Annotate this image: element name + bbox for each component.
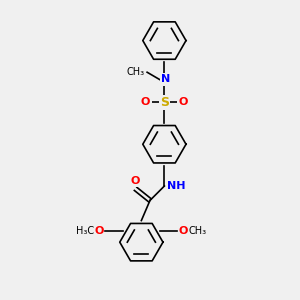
Text: O: O xyxy=(141,98,150,107)
Text: O: O xyxy=(178,98,188,107)
Text: N: N xyxy=(161,74,170,84)
Text: CH₃: CH₃ xyxy=(189,226,207,236)
Text: CH₃: CH₃ xyxy=(126,67,144,77)
Text: NH: NH xyxy=(167,181,186,191)
Text: O: O xyxy=(94,226,104,236)
Text: S: S xyxy=(160,96,169,109)
Text: O: O xyxy=(131,176,140,186)
Text: O: O xyxy=(179,226,188,236)
Text: H₃C: H₃C xyxy=(76,226,94,236)
